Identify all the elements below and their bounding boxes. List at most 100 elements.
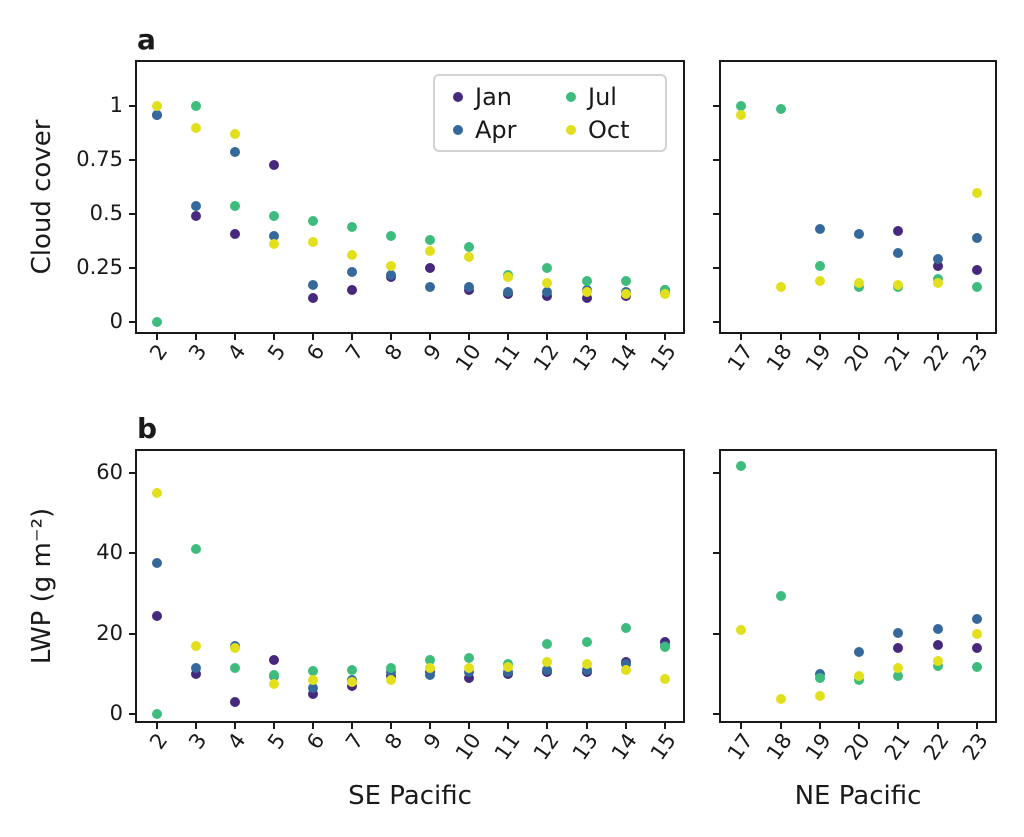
- data-point-jan: [425, 263, 436, 274]
- x-tick: [858, 723, 861, 729]
- x-tick: [546, 723, 549, 729]
- y-tick-label: 0.75: [76, 147, 123, 172]
- data-point-jan: [893, 642, 904, 653]
- x-tick-label: 5: [262, 339, 290, 365]
- y-tick: [713, 159, 719, 162]
- data-point-jul: [386, 663, 397, 674]
- data-point-jul: [581, 636, 592, 647]
- data-point-apr: [932, 623, 943, 634]
- y-tick: [713, 472, 719, 475]
- y-tick-label: 20: [96, 620, 123, 645]
- x-tick-label: 2: [145, 728, 173, 754]
- data-point-jul: [347, 222, 358, 233]
- data-point-jul: [151, 316, 162, 327]
- y-tick-label: 1: [109, 93, 123, 118]
- data-point-jul: [659, 641, 670, 652]
- data-point-jul: [308, 215, 318, 226]
- x-tick: [194, 723, 197, 729]
- x-tick: [585, 723, 588, 729]
- jul-marker-icon: [566, 91, 576, 102]
- x-tick-label: 8: [379, 728, 408, 754]
- x-tick: [468, 334, 471, 340]
- data-point-oct: [503, 271, 514, 282]
- data-point-jan: [151, 610, 162, 621]
- data-point-jan: [190, 668, 201, 679]
- y-tick: [129, 320, 135, 323]
- data-point-apr: [464, 282, 475, 293]
- data-point-jul: [620, 276, 631, 287]
- data-point-jan: [932, 640, 943, 651]
- data-point-oct: [386, 674, 397, 685]
- x-tick-label: 15: [645, 728, 681, 765]
- x-tick: [272, 723, 275, 729]
- data-point-jul: [581, 276, 592, 287]
- x-tick: [779, 334, 782, 340]
- data-point-apr: [932, 254, 943, 265]
- x-tick: [233, 723, 236, 729]
- x-tick: [233, 334, 236, 340]
- oct-marker-icon: [566, 124, 576, 135]
- panel-a-ne-pacific: 17 18 19 20 21 22 23: [713, 60, 997, 376]
- x-tick: [976, 334, 978, 340]
- data-point-jul: [425, 235, 436, 246]
- y-tick: [129, 632, 135, 635]
- data-point-jul: [736, 101, 747, 112]
- x-tick: [897, 334, 900, 340]
- x-tick: [507, 723, 510, 729]
- data-point-jan: [229, 696, 240, 707]
- data-point-oct: [659, 674, 670, 685]
- x-tick-label: 8: [379, 339, 408, 365]
- x-tick: [740, 723, 743, 729]
- y-tick: [129, 552, 135, 555]
- data-point-apr: [190, 662, 201, 673]
- x-tick: [663, 723, 666, 729]
- data-point-oct: [229, 642, 240, 653]
- x-tick-label: 7: [340, 728, 369, 754]
- data-point-oct: [775, 693, 786, 704]
- legend-label-oct: Oct: [588, 115, 630, 144]
- data-point-oct: [736, 110, 747, 121]
- x-tick-label: 14: [606, 339, 642, 376]
- x-tick-label: 3: [184, 728, 212, 754]
- data-point-jan: [464, 672, 475, 683]
- legend-item-jan: Jan: [437, 80, 550, 113]
- data-point-jan: [268, 654, 279, 665]
- x-tick: [818, 334, 821, 340]
- data-point-jul: [464, 652, 475, 663]
- y-tick-label: 0.5: [89, 201, 123, 226]
- panel-a-se-pacific: Jan Apr Jul Oct 2 3 4 5 6 7 8 9 10 11 12 13 14 15 0 0.2…: [76, 60, 685, 376]
- y-tick: [713, 105, 719, 108]
- data-point-oct: [425, 245, 436, 256]
- data-point-oct: [151, 488, 162, 499]
- data-point-oct: [268, 239, 279, 250]
- data-point-jul: [542, 638, 553, 649]
- data-point-apr: [151, 110, 162, 121]
- data-point-oct: [854, 278, 865, 289]
- panel-a-label: a: [137, 23, 156, 56]
- y-tick: [129, 267, 135, 270]
- data-point-oct: [308, 237, 318, 248]
- x-tick: [312, 723, 314, 729]
- legend-label-apr: Apr: [475, 115, 517, 144]
- y-tick: [129, 472, 135, 475]
- data-point-apr: [854, 647, 865, 658]
- data-point-oct: [620, 288, 631, 299]
- x-tick-label: 19: [800, 728, 836, 765]
- x-tick: [351, 334, 354, 340]
- data-point-oct: [814, 276, 825, 287]
- data-point-apr: [854, 228, 865, 239]
- data-point-apr: [972, 613, 982, 624]
- data-point-apr: [308, 683, 318, 694]
- x-tick: [624, 334, 627, 340]
- data-point-oct: [775, 282, 786, 293]
- data-point-apr: [268, 230, 279, 241]
- x-tick: [155, 723, 158, 729]
- data-point-oct: [268, 678, 279, 689]
- legend: Jan Apr Jul Oct: [433, 74, 667, 152]
- data-point-oct: [542, 656, 553, 667]
- data-point-oct: [932, 655, 943, 666]
- data-point-oct: [151, 101, 162, 112]
- data-point-jul: [972, 282, 982, 293]
- data-point-jul: [386, 230, 397, 241]
- data-point-jul: [814, 673, 825, 684]
